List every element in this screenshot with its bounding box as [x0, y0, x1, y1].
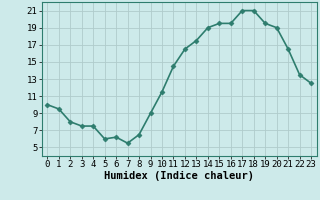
X-axis label: Humidex (Indice chaleur): Humidex (Indice chaleur)	[104, 171, 254, 181]
